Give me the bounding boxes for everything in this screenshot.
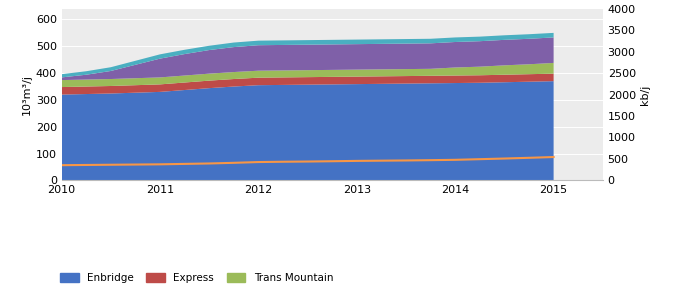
Legend: Enbridge, Express, Trans Mountain: Enbridge, Express, Trans Mountain (60, 273, 334, 283)
Y-axis label: 10³m³/j: 10³m³/j (21, 74, 32, 115)
Y-axis label: kb/j: kb/j (640, 84, 650, 105)
